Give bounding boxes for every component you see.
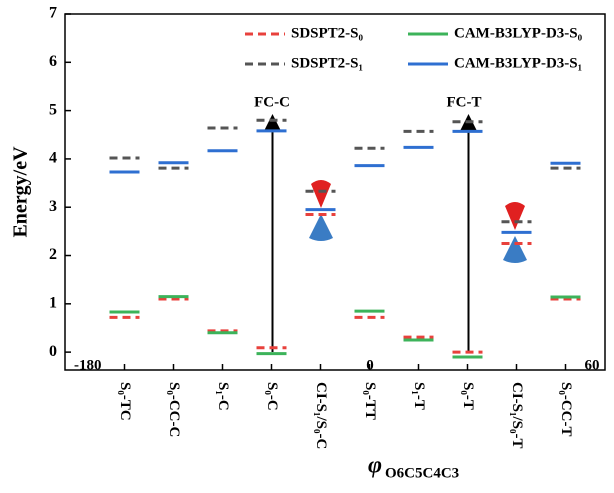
x-tick-label: S₀-CC-C xyxy=(166,382,182,437)
legend-label: CAM-B3LYP-D3-S₁ xyxy=(454,55,582,71)
y-tick-label: 1 xyxy=(49,294,57,311)
x-tick-label: S₁-C xyxy=(215,382,231,411)
y-tick-label: 4 xyxy=(49,150,57,167)
x-tick-label: S₀-TT xyxy=(362,382,378,420)
y-tick-label: 3 xyxy=(49,198,57,215)
y-tick-label: 7 xyxy=(49,5,57,22)
cone-icon xyxy=(505,202,525,230)
annotation: 60 xyxy=(585,357,600,373)
x-axis-label-sub: O6C5C4C3 xyxy=(385,465,459,481)
x-tick-label: CI-S₁/S₀-C xyxy=(313,382,329,449)
y-tick-label: 2 xyxy=(49,246,57,263)
y-axis-label: Energy/eV xyxy=(10,146,32,238)
x-tick-label: S₀-CC-T xyxy=(558,382,574,437)
y-tick-label: 6 xyxy=(49,53,57,70)
x-tick-label: CI-S₁/S₀-T xyxy=(509,382,525,449)
x-tick-label: S₀-T xyxy=(460,382,476,410)
legend-label: SDSPT2-S₀ xyxy=(291,25,364,41)
cone-icon xyxy=(503,236,527,263)
cone-icon xyxy=(311,180,331,208)
annotation: FC-T xyxy=(447,94,482,110)
plot-frame xyxy=(64,13,606,371)
cone-icon xyxy=(309,214,333,241)
annotation: -180 xyxy=(74,357,102,373)
y-tick-label: 5 xyxy=(49,101,57,118)
x-tick-label: S₀-TC xyxy=(117,382,133,421)
annotation: FC-C xyxy=(254,94,290,110)
x-tick-label: S₀-C xyxy=(264,382,280,411)
legend-label: CAM-B3LYP-D3-S₀ xyxy=(454,25,583,41)
x-tick-label: S₁-T xyxy=(411,382,427,410)
x-axis-label: φ xyxy=(368,453,382,479)
y-tick-label: 0 xyxy=(49,343,57,360)
legend-label: SDSPT2-S₁ xyxy=(291,55,363,71)
